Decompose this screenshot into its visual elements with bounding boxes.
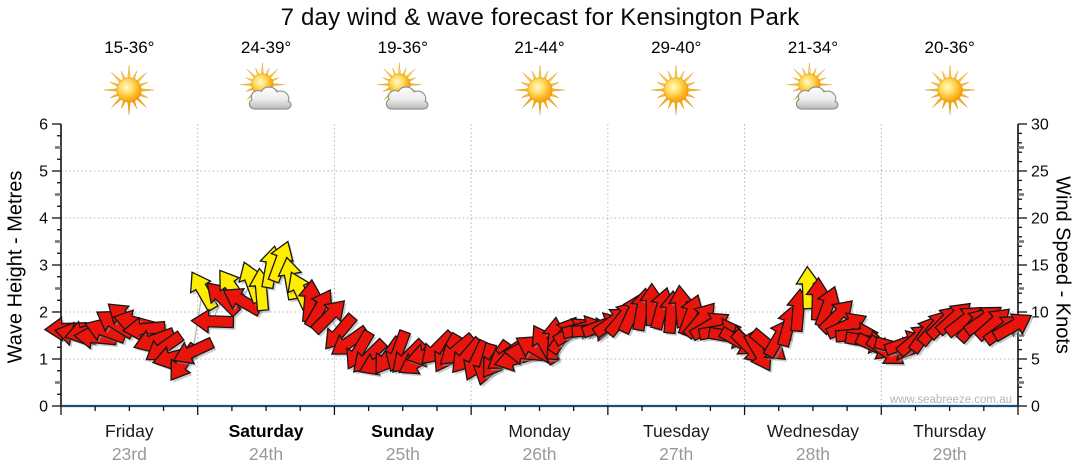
day-header: 21-44° — [470, 38, 610, 119]
bottom-axis: Friday 23rd Saturday 24th Sunday 25th Monday 26… — [60, 404, 1019, 464]
cloud-shape — [795, 86, 839, 110]
day-header: 15-36° — [59, 38, 199, 119]
cloud-shape — [385, 86, 429, 110]
gridlines — [61, 124, 1018, 406]
temp-range: 19-36° — [377, 38, 428, 57]
temp-range: 24-39° — [240, 38, 292, 57]
left-axis-tick-label: 3 — [39, 258, 48, 275]
day-name: Wednesday — [767, 421, 859, 441]
day-date: 26th — [522, 444, 556, 464]
day-date: 25th — [386, 444, 420, 464]
day-name: Friday — [105, 421, 154, 441]
sun-shape — [514, 65, 565, 115]
watermark: www.seabreeze.com.au — [889, 394, 1012, 406]
day-date: 23rd — [112, 444, 147, 464]
day-name: Thursday — [913, 421, 986, 441]
partly-cloudy-icon — [240, 62, 292, 110]
left-axis-tick-label: 6 — [39, 117, 48, 134]
day-name: Monday — [508, 421, 571, 441]
day-headers: 15-36° 24-39° 19-36° 21-44° 29-40° 21-34° 20-3… — [0, 0, 1080, 120]
right-axis-tick-label: 30 — [1031, 117, 1049, 134]
wind-arrow — [190, 308, 235, 334]
temp-range: 21-34° — [787, 38, 839, 57]
left-axis-tick-label: 0 — [39, 399, 48, 416]
sunny-icon — [514, 65, 565, 115]
left-axis-tick-label: 2 — [39, 305, 48, 322]
right-axis-tick-label: 10 — [1031, 305, 1049, 322]
right-axis-tick-label: 15 — [1031, 258, 1049, 275]
wind-arrow — [172, 336, 216, 365]
day-name: Sunday — [371, 421, 434, 441]
left-axis-tick-label: 4 — [39, 211, 48, 228]
left-axis-tick-label: 1 — [39, 352, 48, 369]
sun-shape — [924, 65, 975, 115]
right-axis: 0 5 10 15 20 25 30 — [1017, 117, 1049, 416]
sunny-icon — [924, 65, 975, 115]
wind-arrow — [309, 300, 346, 336]
right-axis-tick-label: 0 — [1031, 399, 1040, 416]
sunny-icon — [651, 65, 702, 115]
day-header: 20-36° — [880, 38, 1020, 119]
cloud-shape — [248, 86, 292, 110]
day-date: 29th — [933, 444, 967, 464]
day-name: Saturday — [229, 421, 304, 441]
temp-range: 20-36° — [924, 38, 975, 57]
day-date: 27th — [659, 444, 693, 464]
chart-title: 7 day wind & wave forecast for Kensingto… — [280, 4, 800, 31]
day-header: 29-40° — [606, 38, 746, 119]
temp-range: 29-40° — [651, 38, 702, 57]
temp-range: 21-44° — [514, 38, 565, 57]
temp-range: 15-36° — [104, 38, 155, 57]
right-axis-tick-label: 5 — [1031, 352, 1040, 369]
wind-arrows — [43, 240, 1034, 388]
sun-shape — [104, 65, 155, 115]
day-header: 21-34° — [743, 38, 883, 119]
sun-shape — [651, 65, 702, 115]
left-axis-tick-label: 5 — [39, 164, 48, 181]
right-axis-tick-label: 25 — [1031, 164, 1049, 181]
day-date: 24th — [249, 444, 283, 464]
right-axis-tick-label: 20 — [1031, 211, 1049, 228]
wind-arrow — [267, 240, 294, 284]
partly-cloudy-icon — [377, 62, 429, 110]
day-header: 19-36° — [333, 38, 473, 119]
sunny-icon — [104, 65, 155, 115]
wind-arrow — [121, 316, 167, 342]
partly-cloudy-icon — [787, 62, 839, 110]
wind-arrow — [991, 313, 1033, 343]
left-axis: 0 1 2 3 4 5 6 — [39, 117, 62, 416]
day-date: 28th — [796, 444, 830, 464]
day-header: 24-39° — [196, 38, 336, 119]
day-name: Tuesday — [643, 421, 710, 441]
